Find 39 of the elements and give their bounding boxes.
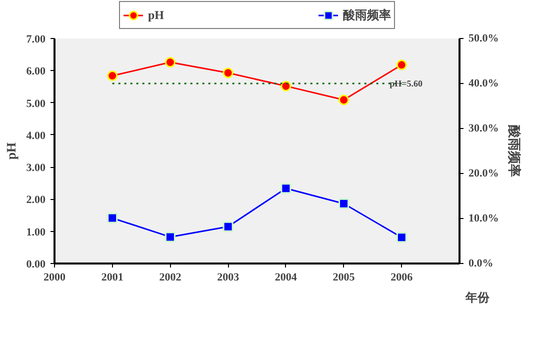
y-tick-label: 1.00 xyxy=(26,226,46,238)
point xyxy=(280,80,292,92)
x-axis-title: 年份 xyxy=(464,290,490,304)
y-tick-label: 7.00 xyxy=(26,34,46,46)
legend-label: 酸雨频率 xyxy=(343,6,391,24)
x-tick-label: 2005 xyxy=(332,272,356,284)
point xyxy=(280,183,292,194)
point xyxy=(338,198,350,209)
point xyxy=(222,68,234,78)
y-axis-title: pH xyxy=(3,142,18,160)
point xyxy=(107,70,118,82)
point xyxy=(338,94,350,106)
y-tick-label: 6.00 xyxy=(26,66,46,78)
y-tick-label: 4.00 xyxy=(26,130,46,142)
y-tick-label: 5.00 xyxy=(26,98,46,110)
legend-label: pH xyxy=(148,8,166,22)
y2-tick-label: 0.0% xyxy=(468,258,494,270)
x-tick-label: 2000 xyxy=(44,272,66,284)
y2-tick-label: 40.0% xyxy=(468,78,499,90)
point xyxy=(164,57,176,68)
x-tick-label: 2006 xyxy=(390,272,414,284)
ref-line-label: pH=5.60 xyxy=(390,78,424,88)
x-tick-label: 2003 xyxy=(217,272,240,284)
y-tick-label: 2.00 xyxy=(26,194,46,206)
y-tick-label: 0.00 xyxy=(26,258,46,270)
point xyxy=(222,221,234,232)
point xyxy=(107,212,118,224)
y2-tick-label: 50.0% xyxy=(468,32,499,44)
x-tick-label: 2002 xyxy=(159,272,182,284)
y2-tick-label: 10.0% xyxy=(468,212,499,224)
y2-tick-label: 20.0% xyxy=(468,168,499,180)
point xyxy=(164,232,176,242)
y-tick-label: 3.00 xyxy=(26,162,46,174)
y2-tick-label: 30.0% xyxy=(468,122,499,134)
x-tick-label: 2004 xyxy=(274,272,298,284)
y2-axis-title: 酸雨频率 xyxy=(506,125,522,177)
point xyxy=(396,60,407,70)
x-tick-label: 2001 xyxy=(101,272,124,284)
point xyxy=(396,232,407,243)
